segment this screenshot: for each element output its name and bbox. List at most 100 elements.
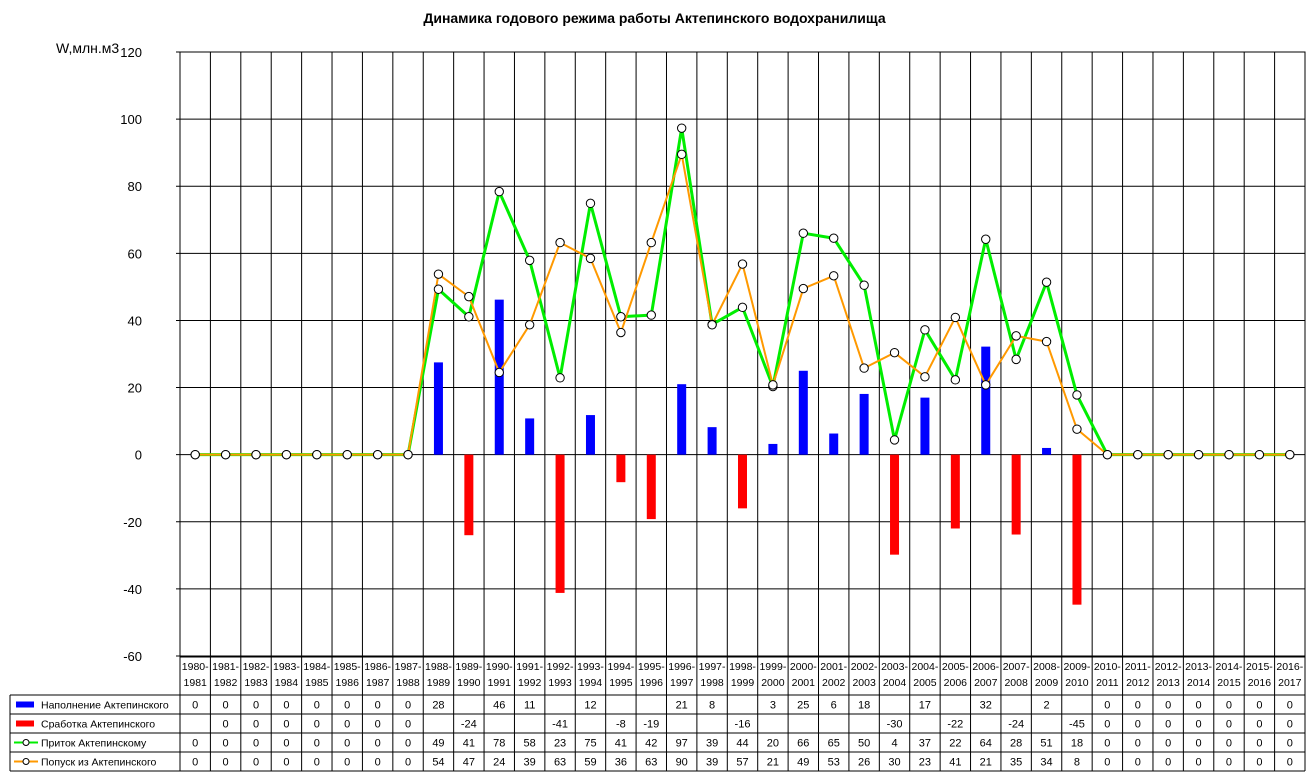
table-value: 0 — [192, 738, 198, 750]
x-tick-label: 2013- — [1185, 661, 1212, 673]
x-tick-label: 1993 — [548, 677, 572, 689]
point-popusk — [920, 372, 930, 382]
x-tick-label: 2000- — [790, 661, 817, 673]
x-tick-label: 1983 — [244, 677, 268, 689]
x-tick-label: 2011 — [1096, 677, 1119, 689]
y-tick-label: 20 — [128, 381, 142, 396]
x-tick-label: 1988 — [396, 677, 420, 689]
table-value: 12 — [584, 700, 596, 712]
table-value: 0 — [405, 757, 411, 769]
table-value: -22 — [947, 719, 963, 731]
bar-napolnenie — [707, 427, 717, 455]
table-value: 0 — [1165, 757, 1171, 769]
x-tick-label: 2015 — [1217, 677, 1241, 689]
legend-label: Попуск из Актепинского — [41, 757, 157, 769]
table-value: -24 — [1008, 719, 1024, 731]
table-value: 18 — [1071, 738, 1083, 750]
y-tick-label: -60 — [123, 649, 142, 664]
point-pritok — [859, 280, 869, 290]
x-tick-label: 1985- — [334, 661, 361, 673]
point-popusk — [676, 149, 687, 160]
table-value: 28 — [432, 700, 444, 712]
table-value: 0 — [223, 700, 229, 712]
x-tick-label: 2001- — [820, 661, 847, 673]
y-tick-label: -40 — [123, 582, 142, 597]
bar-napolnenie — [677, 384, 687, 455]
legend-key — [16, 720, 34, 727]
x-tick-label: 2011- — [1125, 661, 1152, 673]
x-tick-label: 1980- — [182, 661, 209, 673]
table-value: 0 — [1196, 738, 1202, 750]
bar-napolnenie — [525, 418, 535, 455]
table-value: 0 — [314, 738, 320, 750]
x-tick-label: 1983- — [273, 661, 300, 673]
point-popusk — [1285, 449, 1295, 460]
point-popusk — [1072, 424, 1082, 434]
x-tick-label: 2009 — [1035, 677, 1059, 689]
table-value: 0 — [1287, 738, 1293, 750]
table-value: 0 — [283, 757, 289, 769]
table-value: 36 — [615, 757, 627, 769]
x-tick-label: 1988- — [425, 661, 452, 673]
point-pritok — [433, 284, 444, 294]
table-value: 0 — [1165, 738, 1171, 750]
table-value: 0 — [1287, 757, 1293, 769]
x-tick-label: 2007 — [974, 677, 998, 689]
table-value: 0 — [283, 719, 289, 731]
point-popusk — [312, 449, 322, 460]
table-value: 0 — [1135, 700, 1141, 712]
table-value: 41 — [463, 738, 475, 750]
table-value: 0 — [405, 719, 411, 731]
table-value: 0 — [1256, 738, 1262, 750]
y-tick-label: 80 — [128, 179, 142, 194]
table-value: 0 — [1287, 700, 1293, 712]
table-value: 75 — [584, 738, 596, 750]
x-tick-label: 1984- — [303, 661, 330, 673]
table-value: -41 — [552, 719, 568, 731]
table-value: 26 — [858, 757, 870, 769]
table-value: 0 — [375, 700, 381, 712]
point-pritok — [524, 255, 535, 266]
x-tick-label: 1991 — [488, 677, 512, 689]
table-value: 0 — [314, 757, 320, 769]
point-popusk — [737, 259, 748, 269]
table-value: 8 — [709, 700, 715, 712]
table-value: 46 — [493, 700, 505, 712]
point-popusk — [1011, 331, 1021, 341]
y-axis-label: W,млн.м3 — [56, 40, 120, 56]
point-popusk — [981, 380, 991, 390]
point-pritok — [616, 312, 626, 322]
table-value: 0 — [1196, 757, 1202, 769]
y-tick-label: 60 — [128, 246, 142, 261]
point-popusk — [342, 449, 352, 460]
y-tick-label: 0 — [135, 448, 142, 463]
table-value: 44 — [736, 738, 748, 750]
point-popusk — [646, 237, 656, 248]
point-popusk — [281, 449, 292, 460]
plot-frame — [179, 51, 1306, 657]
table-value: -16 — [735, 719, 751, 731]
bar-napolnenie — [433, 362, 443, 455]
bar-napolnenie — [829, 433, 839, 455]
table-value: 3 — [770, 700, 776, 712]
x-tick-label: 1992 — [518, 677, 542, 689]
line-pritok — [195, 126, 1290, 457]
table-value: 0 — [1135, 738, 1141, 750]
table-value: 0 — [375, 719, 381, 731]
x-tick-label: 2008 — [1004, 677, 1028, 689]
table-value: 0 — [1256, 757, 1262, 769]
table-value: 53 — [828, 757, 840, 769]
x-tick-label: 2003 — [852, 677, 876, 689]
bar-napolnenie — [920, 397, 930, 455]
point-popusk — [433, 269, 444, 279]
table-value: 32 — [980, 700, 992, 712]
point-popusk — [616, 327, 626, 338]
table-value: 23 — [919, 757, 931, 769]
x-tick-label: 1999- — [759, 661, 786, 673]
table-value: 0 — [344, 719, 350, 731]
point-popusk — [707, 320, 717, 330]
table-value: 90 — [676, 757, 688, 769]
table-value: 0 — [253, 719, 259, 731]
x-tick-label: 2014- — [1216, 661, 1243, 673]
table-value: 0 — [1256, 700, 1262, 712]
